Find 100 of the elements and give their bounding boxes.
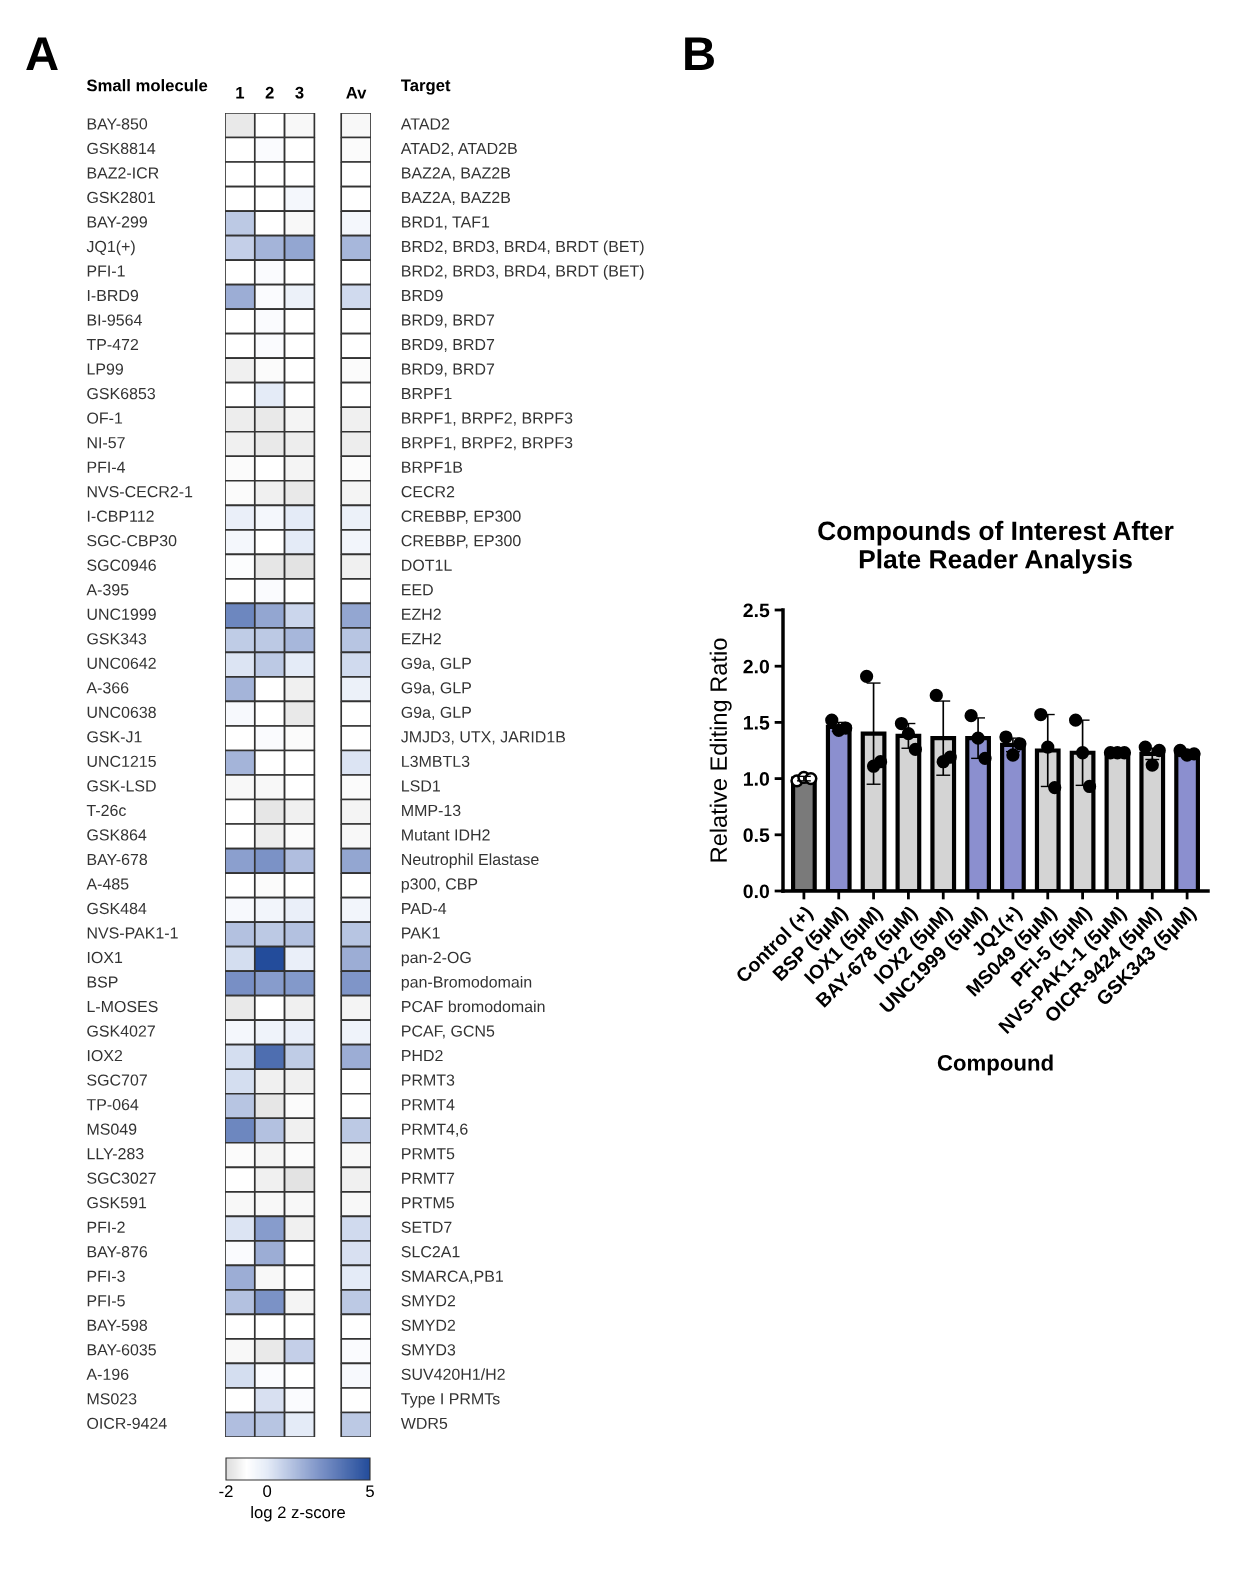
y2-tick-label: EED [402, 584, 433, 596]
y2-tick-label: PRMT3 [402, 1074, 455, 1086]
y-tick-label: GSK484 [87, 902, 147, 915]
y2-tick-label: PRMT7 [402, 1172, 455, 1184]
y-tick-label: SGC707 [87, 1074, 147, 1086]
y-tick-label: BAY-598 [87, 1319, 148, 1331]
y2-tick-label: BRD9, BRD7 [402, 314, 495, 328]
y2-tick-label: SMYD2 [401, 1295, 456, 1307]
y-tick-label: TP-064 [86, 1098, 139, 1111]
y-tick-label: SGC-CBP30 [87, 535, 177, 547]
y2-tick-label: PRMT4,6 [402, 1123, 468, 1137]
color-bar-label: -2 [219, 1485, 233, 1497]
y-tick-label: IOX1 [87, 951, 123, 964]
y2-tick-label: PAD-4 [402, 902, 447, 914]
y2-tick-label: CREBBP, EP300 [401, 510, 521, 524]
y2-tick-label: BRD9 [402, 289, 443, 302]
y-tick-label: BAY-678 [87, 853, 148, 866]
y2-tick-label: EZH2 [402, 633, 441, 645]
y2-tick-label: CECR2 [401, 486, 455, 498]
y2-tick-label: G9a, GLP [401, 657, 471, 671]
y-tick-label: PFI-5 [87, 1295, 125, 1307]
y-tick-label: A-485 [86, 878, 129, 890]
y2-tick-label: SLC2A1 [401, 1246, 460, 1258]
y-tick-label: 0.5 [743, 828, 770, 843]
y-axis-title: Small molecule [86, 79, 208, 92]
y2-tick-label: BRD9, BRD7 [402, 338, 495, 353]
y-tick-label: PFI-2 [87, 1221, 125, 1233]
y2-tick-label: Type I PRMTs [401, 1393, 500, 1408]
y2-tick-label: G9a, GLP [401, 706, 471, 720]
color-bar-label: 5 [366, 1485, 374, 1498]
y-tick-label: UNC1999 [87, 608, 156, 620]
y-tick-label: NVS-PAK1-1 [87, 927, 178, 939]
y-tick-label: A-366 [86, 682, 129, 694]
y-tick-label: 2.0 [743, 659, 770, 674]
y-tick-label: SGC0946 [87, 559, 156, 571]
y-tick-label: GSK8814 [87, 142, 156, 155]
color-bar-label: 0 [263, 1485, 272, 1498]
y2-tick-label: L3MBTL3 [402, 755, 470, 768]
y2-tick-label: PCAF bromodomain [402, 1000, 545, 1013]
y-tick-label: GSK343 [87, 633, 147, 645]
y-tick-label: A-196 [86, 1368, 129, 1380]
y-tick-label: GSK864 [87, 829, 147, 841]
y2-tick-label: DOT1L [402, 559, 452, 571]
y-tick-label: BAY-299 [87, 216, 147, 228]
y-tick-label: GSK6853 [87, 387, 156, 400]
y-tick-label: PFI-4 [87, 461, 126, 473]
y2-tick-label: BRPF1B [402, 461, 463, 473]
y-tick-label: IOX2 [87, 1049, 123, 1062]
y2-tick-label: Mutant IDH2 [402, 829, 490, 841]
y-tick-label: OICR-9424 [87, 1417, 167, 1430]
y-tick-label: NI-57 [87, 437, 125, 449]
y2-tick-label: BAZ2A, BAZ2B [402, 191, 511, 205]
y-tick-label: OF-1 [87, 412, 123, 424]
y-tick-label: BAZ2-ICR [87, 167, 159, 179]
y-tick-label: T-26c [86, 804, 126, 817]
y-tick-label: 1.0 [744, 772, 770, 786]
text: A [26, 37, 58, 70]
y2-tick-label: LSD1 [402, 780, 440, 792]
y2-tick-label: JMJD3, UTX, JARID1B [401, 731, 566, 745]
y-tick-label: GSK4027 [87, 1025, 155, 1037]
y2-tick-label: SUV420H1/H2 [401, 1368, 505, 1380]
y-tick-label: PFI-1 [87, 265, 125, 277]
y2-tick-label: BRPF1, BRPF2, BRPF3 [402, 436, 573, 451]
y-tick-label: L-MOSES [87, 1000, 158, 1013]
y2-tick-label: G9a, GLP [401, 682, 471, 696]
y-tick-label: BSP [87, 976, 118, 988]
y-tick-label: GSK-J1 [87, 731, 142, 743]
y2-tick-label: PCAF, GCN5 [402, 1025, 495, 1039]
y-tick-label: UNC0638 [87, 706, 156, 718]
chart-title: Compounds of Interest After Plate Reader Analysis [818, 520, 1174, 574]
x-tick-label: 2 [265, 86, 274, 99]
y2-tick-label: SMARCA,PB1 [401, 1270, 503, 1284]
y2-tick-label: pan-Bromodomain [401, 975, 532, 991]
y2-tick-label: BRD2, BRD3, BRD4, BRDT (BET) [402, 264, 644, 280]
y-tick-label: UNC0642 [87, 657, 156, 669]
y2-tick-label: MMP-13 [402, 804, 461, 817]
y-tick-label: GSK2801 [87, 191, 155, 204]
x-axis-title: Compound [937, 1054, 1053, 1076]
y-tick-label: I-BRD9 [87, 289, 139, 302]
text: B [685, 37, 714, 70]
y-tick-label: 0.0 [743, 884, 770, 899]
y2-tick-label: BRD2, BRD3, BRD4, BRDT (BET) [402, 240, 644, 256]
y-tick-label: TP-472 [86, 338, 139, 351]
y-tick-label: BAY-6035 [87, 1344, 156, 1356]
y2-tick-label: ATAD2 [400, 118, 450, 130]
y-tick-label: MS023 [87, 1393, 137, 1405]
y2-tick-label: SETD7 [401, 1221, 452, 1233]
y2-tick-label: SMYD3 [401, 1344, 456, 1356]
x-tick-label: 1 [236, 86, 245, 99]
y2-tick-label: PHD2 [402, 1049, 443, 1062]
y-tick-label: BAY-876 [87, 1246, 148, 1258]
y2-tick-label: BRPF1 [402, 388, 452, 400]
y-tick-label: BI-9564 [87, 314, 142, 326]
y-tick-label: GSK-LSD [87, 780, 156, 792]
y-axis-title: Relative Editing Ratio [709, 638, 732, 862]
y-tick-label: 1.5 [744, 716, 770, 730]
y-tick-label: A-395 [86, 584, 129, 596]
y2-tick-label: pan-2-OG [401, 951, 471, 967]
y2-tick-label: CREBBP, EP300 [401, 535, 521, 549]
y2-tick-label: EZH2 [402, 608, 441, 620]
